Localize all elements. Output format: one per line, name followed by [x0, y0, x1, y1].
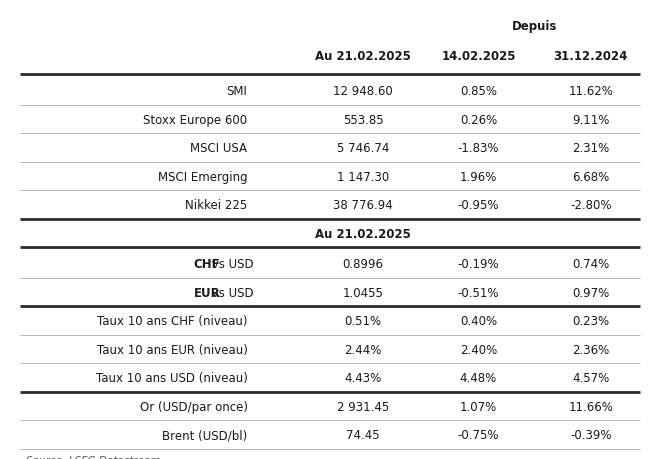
Text: 2.40%: 2.40%	[460, 343, 497, 356]
Text: vs USD: vs USD	[208, 257, 253, 270]
Text: -0.39%: -0.39%	[570, 428, 611, 441]
Text: 5 746.74: 5 746.74	[337, 142, 389, 155]
Text: 1.0455: 1.0455	[343, 286, 383, 299]
Text: Stoxx Europe 600: Stoxx Europe 600	[143, 113, 248, 126]
Text: Au 21.02.2025: Au 21.02.2025	[315, 228, 411, 241]
Text: 11.62%: 11.62%	[568, 85, 613, 98]
Text: CHF: CHF	[193, 257, 220, 270]
Text: 1 147.30: 1 147.30	[337, 170, 389, 183]
Text: -0.95%: -0.95%	[458, 199, 499, 212]
Text: 1.96%: 1.96%	[460, 170, 497, 183]
Text: 0.85%: 0.85%	[460, 85, 497, 98]
Text: 553.85: 553.85	[343, 113, 383, 126]
Text: 2.36%: 2.36%	[572, 343, 609, 356]
Text: -0.75%: -0.75%	[458, 428, 499, 441]
Text: -1.83%: -1.83%	[458, 142, 499, 155]
Text: 11.66%: 11.66%	[568, 400, 613, 413]
Text: Taux 10 ans USD (niveau): Taux 10 ans USD (niveau)	[96, 371, 248, 384]
Text: Brent (USD/bl): Brent (USD/bl)	[162, 428, 248, 441]
Text: 2 931.45: 2 931.45	[337, 400, 389, 413]
Text: 4.57%: 4.57%	[572, 371, 609, 384]
Text: 0.26%: 0.26%	[460, 113, 497, 126]
Text: Au 21.02.2025: Au 21.02.2025	[315, 50, 411, 62]
Text: 1.07%: 1.07%	[460, 400, 497, 413]
Text: 38 776.94: 38 776.94	[333, 199, 393, 212]
Text: 6.68%: 6.68%	[572, 170, 609, 183]
Text: 4.43%: 4.43%	[345, 371, 381, 384]
Text: Source: LSEG Datastream: Source: LSEG Datastream	[26, 455, 161, 459]
Text: 4.48%: 4.48%	[460, 371, 497, 384]
Text: 2.31%: 2.31%	[572, 142, 609, 155]
Text: MSCI USA: MSCI USA	[191, 142, 248, 155]
Text: 31.12.2024: 31.12.2024	[554, 50, 628, 62]
Text: 9.11%: 9.11%	[572, 113, 609, 126]
Text: -0.19%: -0.19%	[457, 257, 500, 270]
Text: MSCI Emerging: MSCI Emerging	[158, 170, 248, 183]
Text: -2.80%: -2.80%	[570, 199, 611, 212]
Text: vs USD: vs USD	[208, 286, 253, 299]
Text: Or (USD/par once): Or (USD/par once)	[139, 400, 248, 413]
Text: 0.74%: 0.74%	[572, 257, 609, 270]
Text: 14.02.2025: 14.02.2025	[442, 50, 515, 62]
Text: SMI: SMI	[226, 85, 248, 98]
Text: 0.23%: 0.23%	[572, 314, 609, 327]
Text: -0.51%: -0.51%	[458, 286, 499, 299]
Text: 0.51%: 0.51%	[345, 314, 381, 327]
Text: Taux 10 ans CHF (niveau): Taux 10 ans CHF (niveau)	[97, 314, 248, 327]
Text: 0.8996: 0.8996	[343, 257, 383, 270]
Text: 74.45: 74.45	[346, 428, 379, 441]
Text: 2.44%: 2.44%	[345, 343, 381, 356]
Text: 0.97%: 0.97%	[572, 286, 609, 299]
Text: Taux 10 ans EUR (niveau): Taux 10 ans EUR (niveau)	[96, 343, 248, 356]
Text: EUR: EUR	[193, 286, 220, 299]
Text: Nikkei 225: Nikkei 225	[185, 199, 248, 212]
Text: 12 948.60: 12 948.60	[333, 85, 393, 98]
Text: Depuis: Depuis	[512, 20, 557, 33]
Text: 0.40%: 0.40%	[460, 314, 497, 327]
